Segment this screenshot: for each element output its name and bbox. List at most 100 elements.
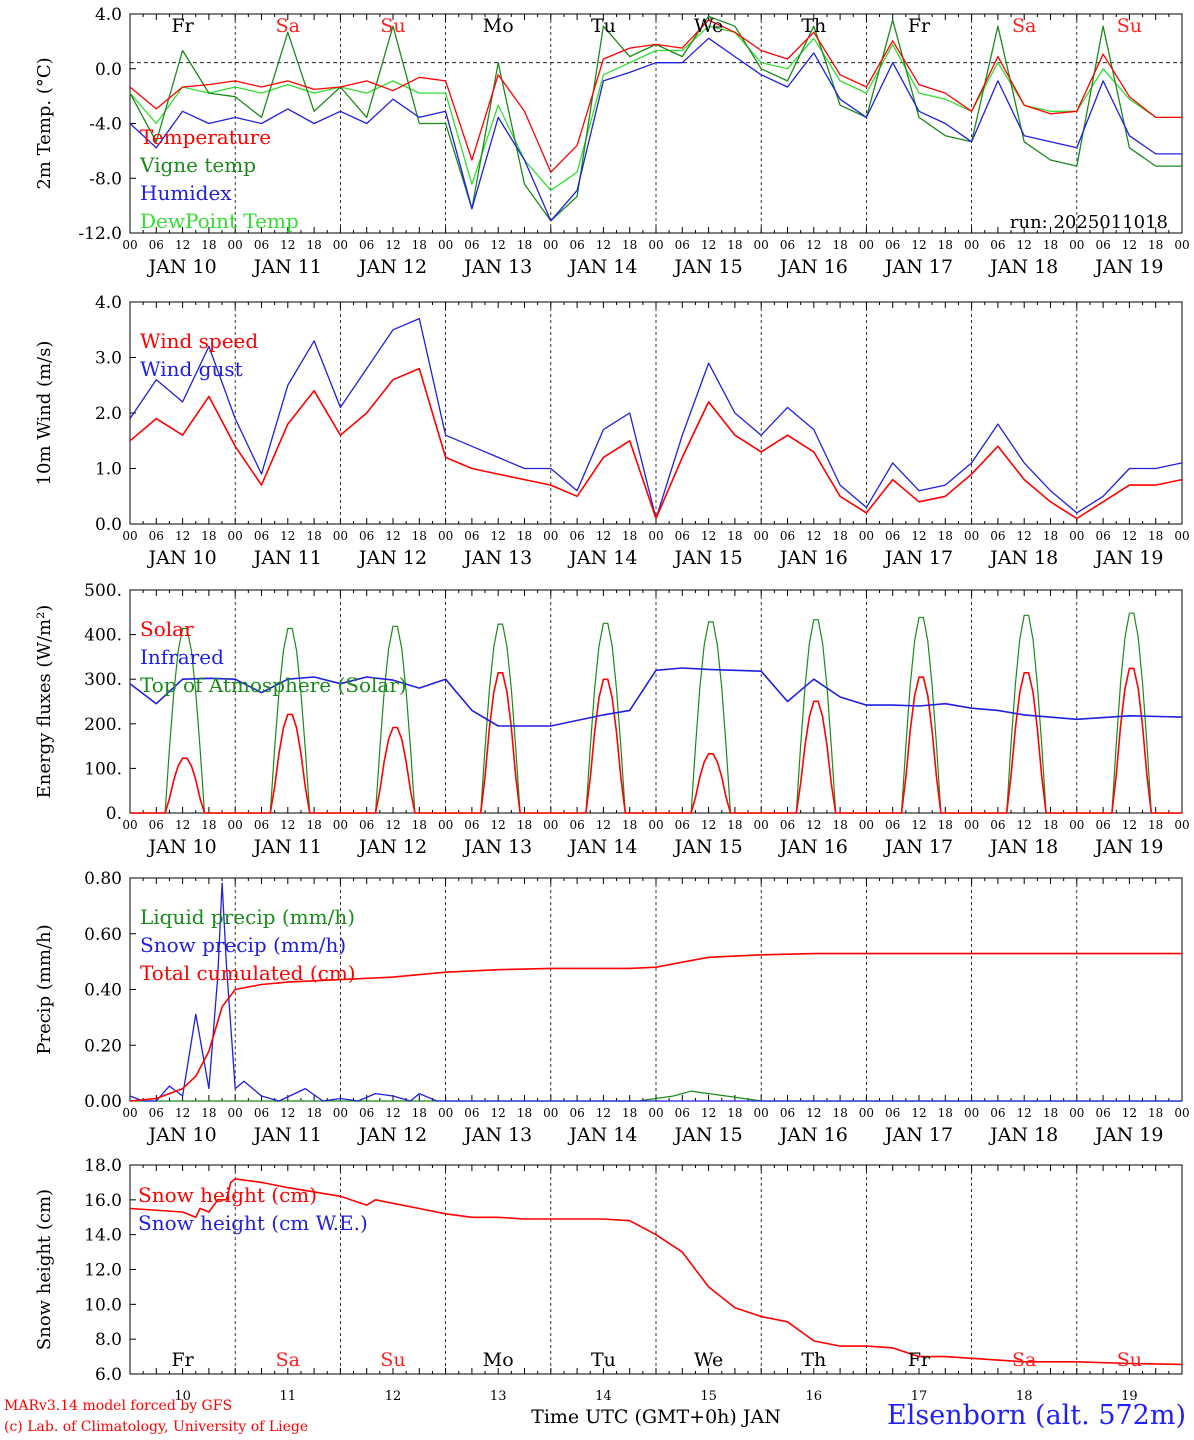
- weekday-label: Fr: [171, 1349, 194, 1371]
- hour-tick-label: 12: [385, 1106, 400, 1120]
- hour-tick-label: 12: [596, 238, 611, 252]
- run-annotation: run: 2025011018: [1010, 212, 1168, 233]
- hour-tick-label: 12: [806, 1106, 821, 1120]
- hour-tick-label: 00: [1174, 529, 1189, 543]
- liquid-precip-line: [130, 1090, 1182, 1102]
- hour-tick-label: 18: [938, 1106, 953, 1120]
- hour-tick-label: 12: [1017, 818, 1032, 832]
- hour-tick-label: 18: [1148, 529, 1163, 543]
- weekday-label: Mo: [483, 1349, 514, 1371]
- station-name: Elsenborn (alt. 572m): [887, 1400, 1186, 1431]
- hour-tick-label: 00: [859, 818, 874, 832]
- hour-tick-label: 06: [885, 818, 900, 832]
- model-credit: MARv3.14 model forced by GFS: [4, 1398, 233, 1414]
- hour-tick-label: 18: [727, 529, 742, 543]
- panel-1: 00 06 12 18 00 06 12 18 00 06 12 18 00 06 12 18 00 06 12 18…: [34, 5, 1190, 278]
- legend-liquid: Liquid precip (mm/h): [140, 905, 355, 929]
- hour-tick-label: 12: [491, 529, 506, 543]
- hour-tick-label: 06: [1095, 529, 1110, 543]
- hour-tick-label: 18: [517, 818, 532, 832]
- hour-tick-label: 18: [622, 1106, 637, 1120]
- hour-tick-label: 00: [228, 818, 243, 832]
- hour-tick-label: 00: [964, 529, 979, 543]
- total-cumulated-line: [129, 952, 1182, 1102]
- date-label: JAN 16: [778, 836, 848, 858]
- y-tick-label: -8.0: [89, 169, 122, 189]
- legend-dewpoint-temp: DewPoint Temp: [140, 209, 299, 233]
- lab-credit: (c) Lab. of Climatology, University of L…: [4, 1419, 309, 1435]
- hour-tick-label: 00: [122, 818, 137, 832]
- date-label: JAN 19: [1093, 1124, 1163, 1146]
- y-tick-label: 200.: [84, 715, 122, 735]
- hour-tick-label: 06: [569, 238, 584, 252]
- x-axis-label: Time UTC (GMT+0h) JAN: [531, 1406, 781, 1428]
- weekday-label: Th: [801, 15, 826, 37]
- hour-tick-label: 12: [280, 238, 295, 252]
- weekday-label: Sa: [1012, 1349, 1036, 1371]
- y-tick-label: 8.0: [95, 1330, 122, 1350]
- legend-temperature: Temperature: [140, 125, 271, 149]
- hour-tick-label: 18: [1043, 238, 1058, 252]
- hour-tick-label: 06: [359, 1106, 374, 1120]
- hour-tick-label: 18: [938, 529, 953, 543]
- hour-tick-label: 00: [122, 529, 137, 543]
- date-label: JAN 13: [462, 547, 532, 569]
- hour-tick-label: 12: [1122, 1106, 1137, 1120]
- hour-tick-label: 00: [964, 238, 979, 252]
- hour-tick-label: 18: [1148, 818, 1163, 832]
- hour-tick-label: 06: [254, 1106, 269, 1120]
- date-label: JAN 11: [252, 1124, 322, 1146]
- legend-wind-speed: Wind speed: [140, 329, 258, 353]
- hour-tick-label: 18: [201, 238, 216, 252]
- y-tick-label: 0.0: [95, 60, 122, 80]
- hour-tick-label: 18: [1148, 238, 1163, 252]
- hour-tick-label: 12: [1017, 1106, 1032, 1120]
- hour-tick-label: 00: [543, 529, 558, 543]
- date-label: JAN 14: [567, 836, 637, 858]
- hour-tick-label: 06: [780, 529, 795, 543]
- date-label: JAN 12: [357, 547, 427, 569]
- hour-tick-label: 18: [306, 818, 321, 832]
- hour-tick-label: 18: [727, 238, 742, 252]
- hour-tick-label: 18: [306, 1106, 321, 1120]
- legend-snow: Snow precip (mm/h): [140, 933, 346, 957]
- weekday-label: Mo: [483, 15, 514, 37]
- hour-tick-label: 12: [911, 529, 926, 543]
- hour-tick-label: 06: [780, 238, 795, 252]
- date-label: JAN 19: [1093, 547, 1163, 569]
- hour-tick-label: 12: [1122, 529, 1137, 543]
- hour-tick-label: 12: [280, 818, 295, 832]
- hour-tick-label: 12: [596, 1106, 611, 1120]
- hour-tick-label: 06: [464, 818, 479, 832]
- hour-tick-label: 12: [806, 238, 821, 252]
- hour-tick-label: 12: [701, 1106, 716, 1120]
- hour-tick-label: 00: [438, 818, 453, 832]
- date-label: JAN 18: [988, 547, 1058, 569]
- hour-tick-label: 18: [412, 1106, 427, 1120]
- y-tick-label: -12.0: [78, 224, 122, 244]
- hour-tick-label: 06: [675, 1106, 690, 1120]
- weekday-label: Su: [1117, 15, 1142, 37]
- hour-tick-label: 06: [254, 818, 269, 832]
- date-label: JAN 11: [252, 547, 322, 569]
- hour-tick-label: 00: [543, 238, 558, 252]
- legend-vigne-temp: Vigne temp: [139, 153, 256, 177]
- hour-tick-label: 18: [412, 529, 427, 543]
- date-label: JAN 18: [988, 1124, 1058, 1146]
- y-tick-label: 400.: [84, 626, 122, 646]
- hour-tick-label: 06: [464, 529, 479, 543]
- panel-4: 00 06 12 18 00 06 12 18 00 06 12 18 00 06 12 18 00 06 12 18…: [34, 869, 1190, 1146]
- y-tick-label: 4.0: [95, 293, 122, 313]
- y-tick-label: 16.0: [84, 1191, 122, 1211]
- y-tick-label: 0.60: [84, 925, 122, 945]
- hour-tick-label: 18: [306, 238, 321, 252]
- date-label: JAN 18: [988, 256, 1058, 278]
- hour-tick-label: 06: [780, 818, 795, 832]
- y-tick-label: 1.0: [95, 460, 122, 480]
- hour-tick-label: 18: [832, 238, 847, 252]
- hour-tick-label: 18: [201, 529, 216, 543]
- date-label: JAN 10: [147, 547, 217, 569]
- panel-2: 00 06 12 18 00 06 12 18 00 06 12 18 00 06 12 18 00 06 12 18…: [34, 293, 1190, 569]
- weekday-label: Fr: [908, 1349, 931, 1371]
- hour-tick-label: 12: [491, 238, 506, 252]
